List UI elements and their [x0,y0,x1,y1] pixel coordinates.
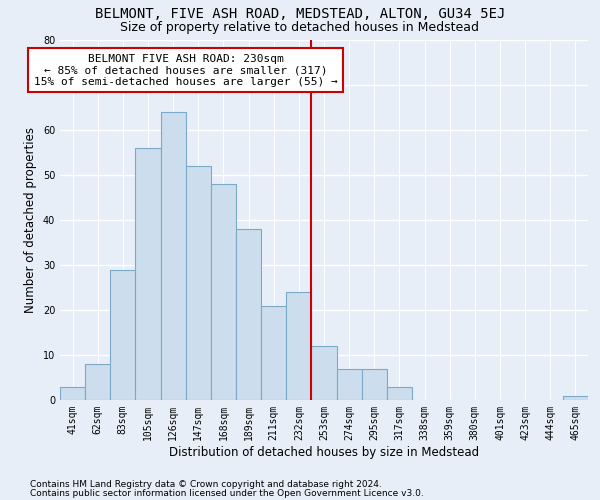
Bar [311,346,337,400]
Bar [211,184,236,400]
Bar [286,292,311,400]
X-axis label: Distribution of detached houses by size in Medstead: Distribution of detached houses by size … [169,446,479,458]
Text: BELMONT, FIVE ASH ROAD, MEDSTEAD, ALTON, GU34 5EJ: BELMONT, FIVE ASH ROAD, MEDSTEAD, ALTON,… [95,8,505,22]
Bar [161,112,186,400]
Bar [387,386,412,400]
Text: Contains HM Land Registry data © Crown copyright and database right 2024.: Contains HM Land Registry data © Crown c… [30,480,382,489]
Text: BELMONT FIVE ASH ROAD: 230sqm
← 85% of detached houses are smaller (317)
15% of : BELMONT FIVE ASH ROAD: 230sqm ← 85% of d… [34,54,338,86]
Text: Size of property relative to detached houses in Medstead: Size of property relative to detached ho… [121,22,479,35]
Bar [186,166,211,400]
Bar [136,148,161,400]
Text: Contains public sector information licensed under the Open Government Licence v3: Contains public sector information licen… [30,489,424,498]
Bar [85,364,110,400]
Bar [563,396,588,400]
Bar [362,368,387,400]
Bar [110,270,136,400]
Bar [236,229,261,400]
Bar [261,306,286,400]
Y-axis label: Number of detached properties: Number of detached properties [24,127,37,313]
Bar [337,368,362,400]
Bar [60,386,85,400]
